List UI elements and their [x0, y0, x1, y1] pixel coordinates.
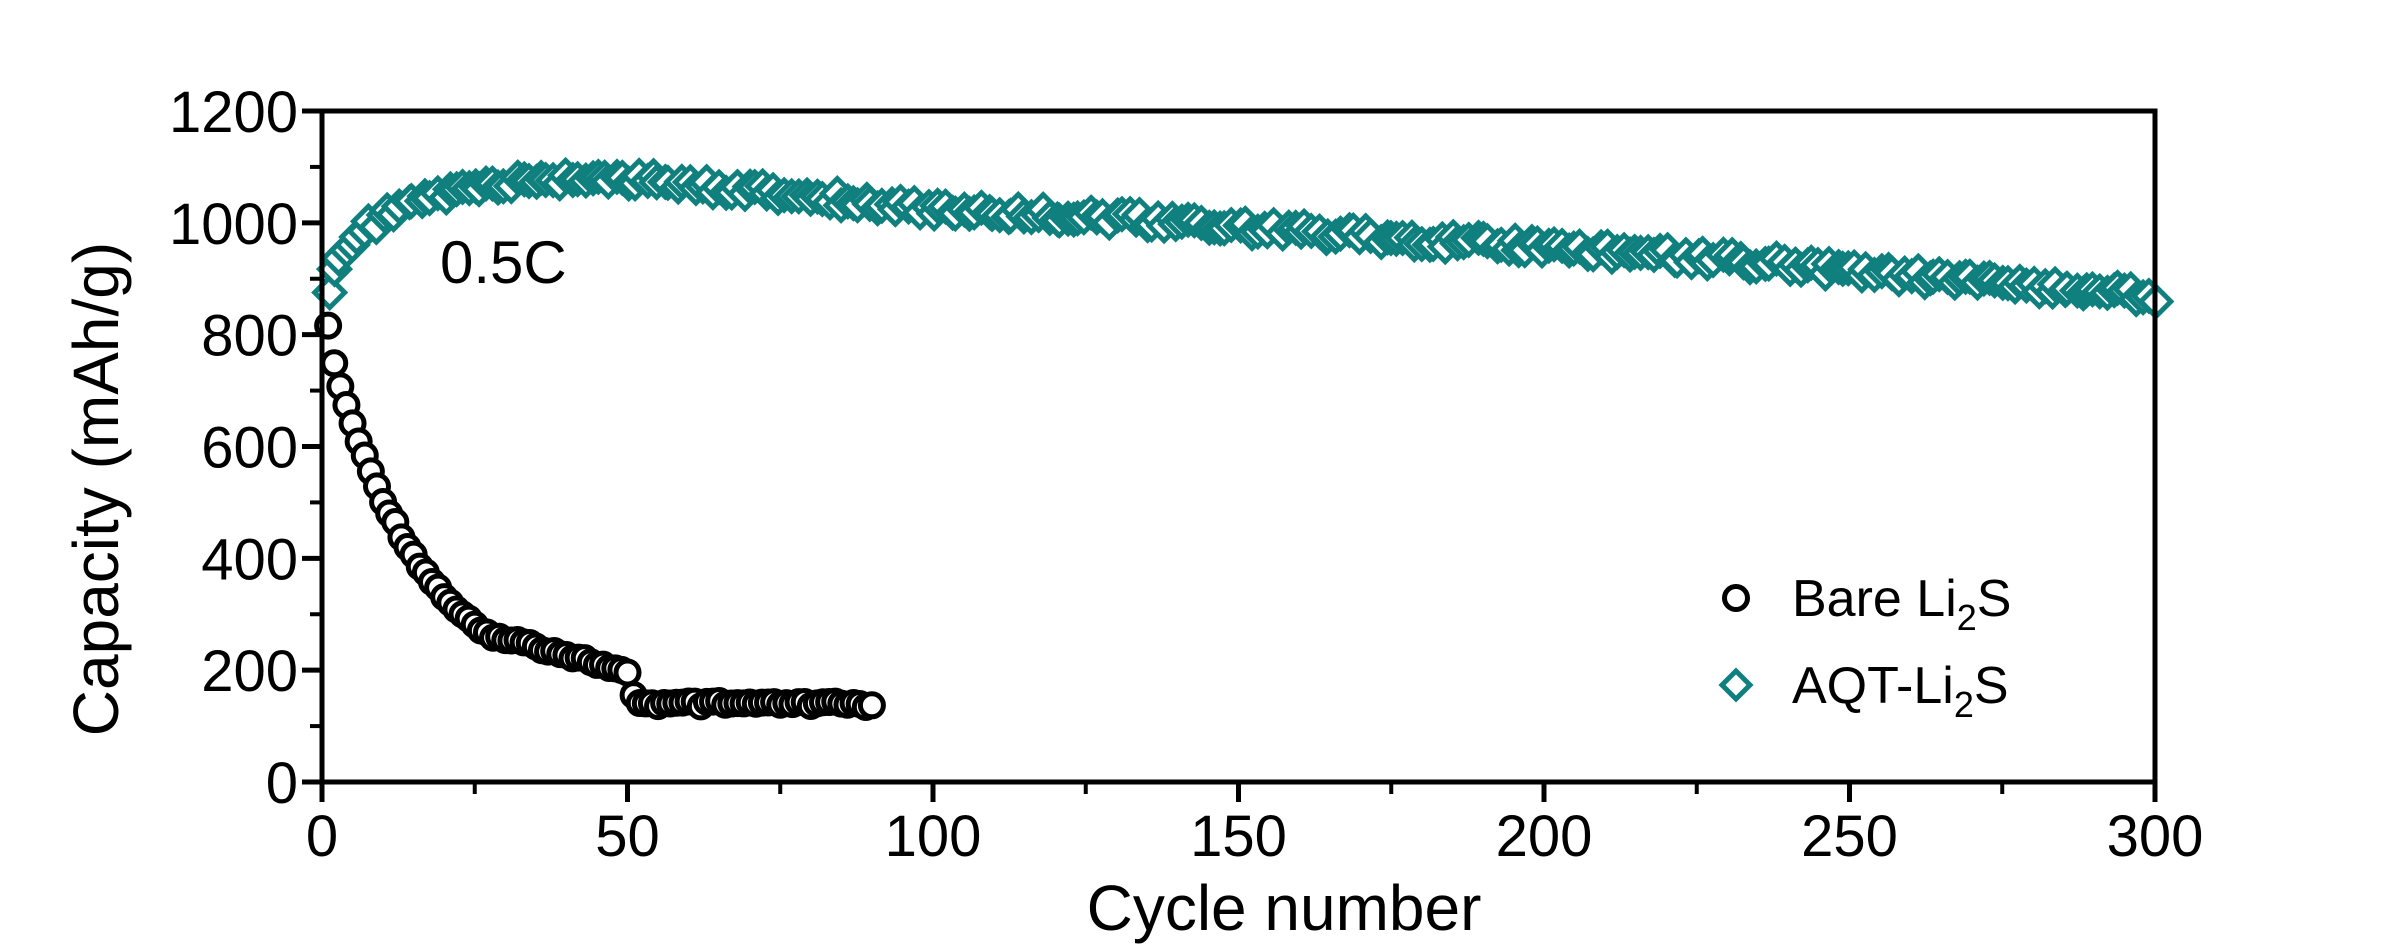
legend: Bare Li2S AQT-Li2S: [1718, 570, 2011, 725]
x-tick-label: 300: [2107, 804, 2204, 869]
plot-frame: [319, 108, 2158, 785]
data-points-layer: [311, 156, 2175, 721]
legend-label-bare: Bare Li2S: [1792, 570, 2011, 638]
rate-annotation: 0.5C: [440, 229, 567, 296]
series-bare-li2s: [314, 311, 886, 721]
y-tick-label: 1000: [169, 192, 298, 257]
data-point-bare-li2s: [320, 349, 349, 378]
y-tick-label: 0: [266, 751, 298, 816]
x-tick-label: 200: [1496, 804, 1593, 869]
axis-tick-labels-layer: 0 50 100 150 200 250 300 0 200 400 600 800 1000 1200: [169, 80, 2203, 869]
series-aqt-li2s: [311, 156, 2175, 321]
x-tick-label: 250: [1801, 804, 1898, 869]
y-tick-label: 200: [201, 639, 298, 704]
x-axis-title: Cycle number: [1087, 872, 1482, 944]
legend-circle-marker-icon: [1722, 584, 1750, 612]
data-point-bare-li2s: [857, 691, 886, 720]
y-tick-label: 800: [201, 304, 298, 369]
y-axis-title: Capacity (mAh/g): [60, 242, 132, 736]
x-tick-label: 0: [306, 804, 338, 869]
y-tick-label: 400: [201, 527, 298, 592]
x-tick-label: 100: [885, 804, 982, 869]
x-tick-label: 150: [1190, 804, 1287, 869]
data-point-bare-li2s: [613, 658, 642, 687]
legend-label-aqt: AQT-Li2S: [1792, 657, 2009, 725]
y-tick-label: 600: [201, 416, 298, 481]
legend-diamond-marker-icon: [1718, 667, 1754, 703]
y-tick-label: 1200: [169, 80, 298, 145]
x-tick-label: 50: [595, 804, 660, 869]
